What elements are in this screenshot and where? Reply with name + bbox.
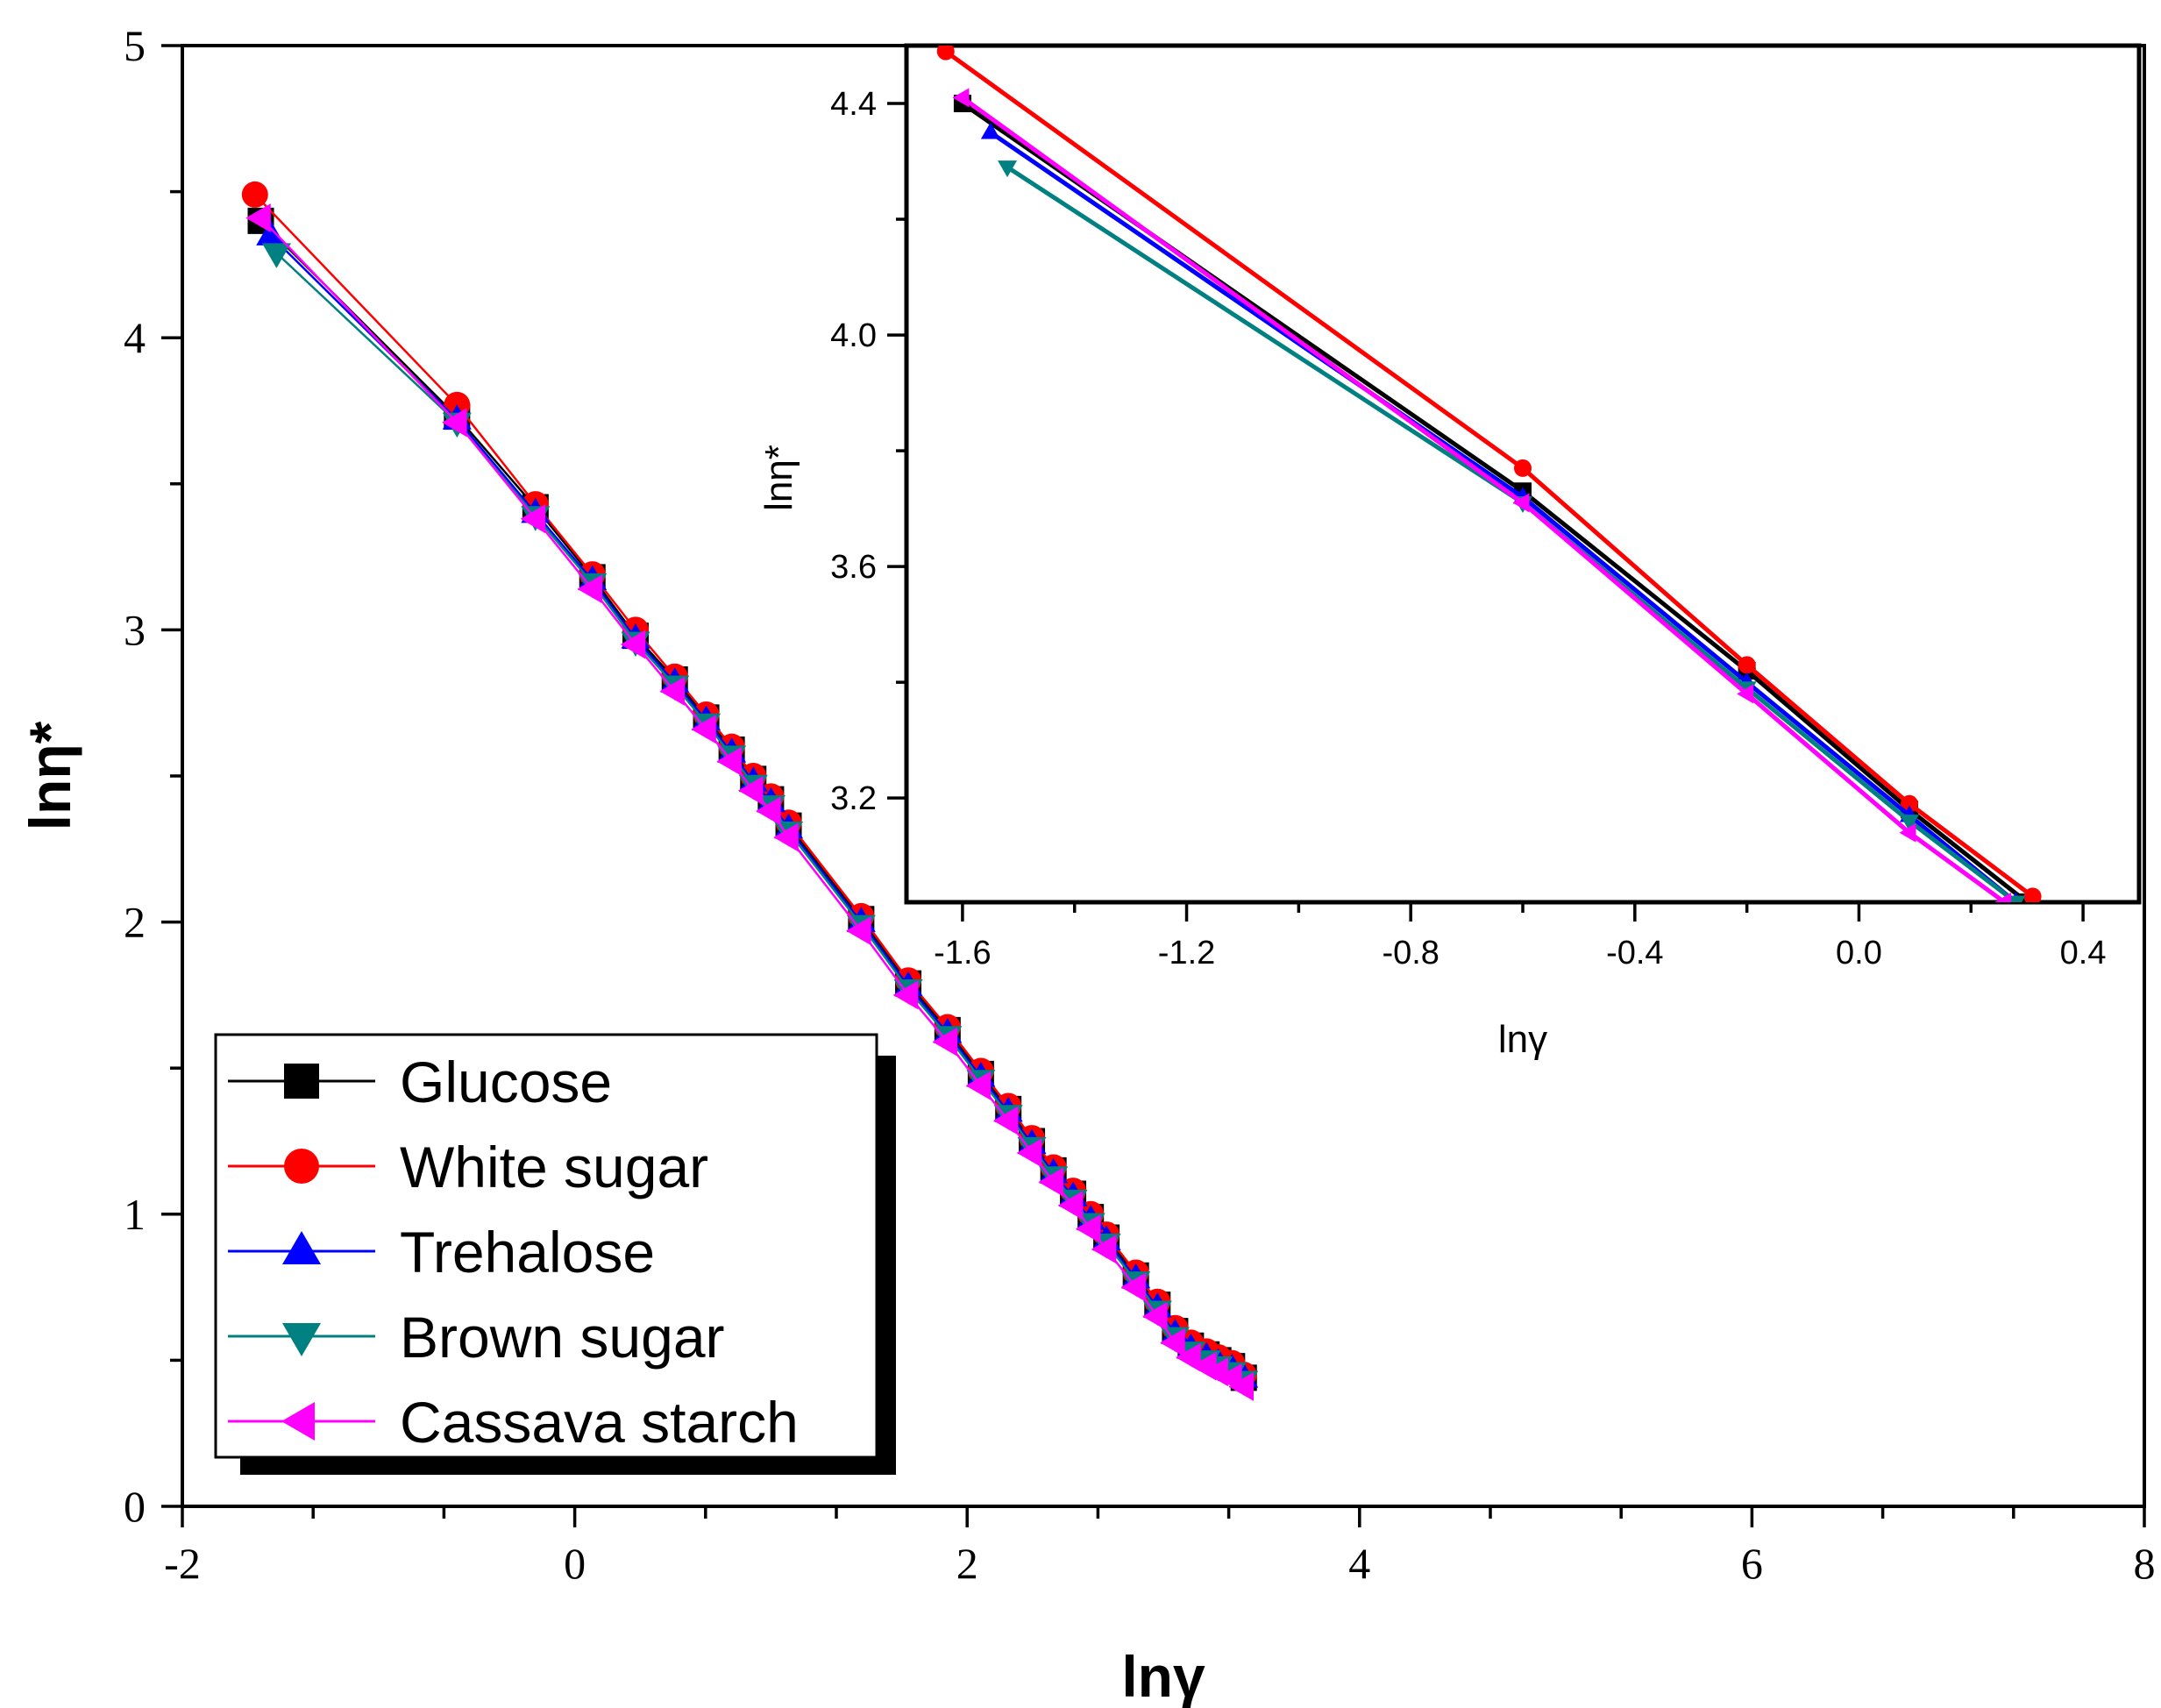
inset-y-tick-label-0: 3.2: [830, 780, 877, 817]
data-point: [773, 822, 799, 852]
inset-series: [936, 46, 2042, 902]
y-tick-label-3: 3: [124, 605, 146, 654]
inset-data-point: [1899, 822, 1916, 843]
inset-ticks: -1.6 -1.2 -0.8 -0.4 0.0 0.4 3.2 3.6 4.0 4.4: [830, 86, 2106, 971]
inset-data-point: [1994, 893, 2012, 902]
data-point: [659, 676, 685, 706]
inset-x-tick-label-3: -0.4: [1606, 935, 1663, 971]
y-tick-label-1: 1: [124, 1190, 146, 1239]
inset-data-point: [998, 160, 1018, 178]
data-point: [1057, 1191, 1084, 1221]
main-series-cassava-starch: [245, 203, 1255, 1401]
data-point: [1016, 1138, 1042, 1168]
inset-plot: -1.6 -1.2 -0.8 -0.4 0.0 0.4 3.2 3.6 4.0 4.4 lnγ l…: [757, 43, 2142, 1061]
data-point: [1228, 1371, 1255, 1401]
data-point: [965, 1071, 992, 1100]
legend-label: Trehalose: [400, 1220, 655, 1285]
legend-label: Brown sugar: [400, 1305, 725, 1370]
main-x-axis-title: lnγ: [1121, 1644, 1205, 1708]
data-point: [520, 504, 546, 534]
inset-series-white-sugar: [936, 46, 2042, 902]
data-point: [932, 1027, 958, 1057]
inset-y-tick-label-2: 4.0: [830, 317, 877, 354]
legend-box: [214, 1033, 878, 1459]
x-tick-label-1: 0: [564, 1539, 586, 1588]
y-tick-label-4: 4: [124, 313, 146, 362]
legend: Glucose White sugar Trehalose Brown sugar Ca…: [214, 1033, 896, 1475]
legend-marker: [284, 1064, 319, 1099]
inset-x-tick-label-4: 0.0: [1836, 935, 1882, 971]
data-point: [1038, 1167, 1063, 1197]
inset-data-point: [2023, 887, 2042, 902]
y-tick-label-2: 2: [124, 898, 146, 947]
data-point: [1142, 1301, 1168, 1331]
legend-label: Glucose: [400, 1050, 612, 1114]
main-plot: -2 0 2 4 6 8 0 1 2 3 4 5 lnγ lnη*: [18, 21, 2156, 1708]
main-ticks: -2 0 2 4 6 8 0 1 2 3 4 5: [124, 21, 2156, 1588]
inset-data-point: [1738, 656, 1756, 674]
legend-items: Glucose White sugar Trehalose Brown sugar Ca…: [228, 1050, 799, 1455]
x-tick-label-2: 2: [956, 1539, 978, 1588]
inset-data-point: [1514, 459, 1532, 477]
data-point: [577, 574, 602, 604]
y-tick-label-0: 0: [124, 1482, 146, 1531]
inset-x-axis-title: lnγ: [1498, 1018, 1547, 1061]
inset-series-cassava-starch: [952, 88, 2012, 902]
data-point: [620, 630, 646, 659]
data-point: [245, 203, 271, 233]
inset-data-point: [952, 88, 970, 108]
data-point: [261, 243, 291, 268]
main-y-axis-title: lnη*: [18, 721, 82, 830]
data-point: [691, 715, 716, 744]
inset-data-point: [1737, 684, 1754, 704]
inset-x-tick-label-0: -1.6: [934, 935, 991, 971]
data-point: [256, 220, 286, 246]
inset-y-axis-title: lnη*: [757, 445, 800, 511]
legend-label: Cassava starch: [400, 1390, 799, 1455]
x-tick-label-4: 6: [1741, 1539, 1763, 1588]
data-point: [992, 1106, 1019, 1135]
legend-marker: [284, 1149, 319, 1184]
inset-x-tick-label-2: -0.8: [1382, 935, 1439, 971]
legend-marker: [282, 1231, 321, 1264]
inset-y-tick-label-1: 3.6: [830, 549, 877, 586]
x-tick-label-0: -2: [164, 1539, 201, 1588]
inset-x-tick-label-5: 0.4: [2060, 935, 2107, 971]
data-point: [1120, 1272, 1146, 1302]
inset-data-point: [1512, 493, 1530, 513]
legend-item-cassava-starch: Cassava starch: [228, 1390, 799, 1455]
legend-item-white-sugar: White sugar: [228, 1135, 708, 1199]
legend-marker: [282, 1323, 321, 1356]
x-tick-label-3: 4: [1348, 1539, 1370, 1588]
data-point: [1075, 1213, 1101, 1243]
inset-x-tick-label-1: -1.2: [1158, 935, 1215, 971]
legend-item-trehalose: Trehalose: [228, 1220, 655, 1285]
data-point: [716, 746, 742, 776]
data-point: [241, 181, 268, 208]
data-point: [846, 916, 871, 946]
inset-data-point: [1899, 815, 1919, 832]
data-point: [1091, 1235, 1117, 1264]
inset-data-point: [936, 46, 955, 60]
legend-item-glucose: Glucose: [228, 1050, 612, 1114]
legend-item-brown-sugar: Brown sugar: [228, 1305, 725, 1370]
data-point: [738, 776, 764, 806]
legend-label: White sugar: [400, 1135, 708, 1199]
main-series: [241, 181, 1259, 1401]
y-tick-label-5: 5: [124, 21, 146, 70]
data-point: [892, 980, 919, 1010]
x-tick-label-5: 8: [2134, 1539, 2156, 1588]
inset-data-point: [980, 122, 1000, 139]
data-point: [756, 796, 781, 826]
data-point: [1160, 1327, 1185, 1357]
inset-data-point: [1900, 794, 1918, 813]
legend-marker: [281, 1402, 315, 1441]
inset-y-tick-label-3: 4.4: [830, 86, 877, 123]
data-point: [442, 408, 467, 438]
